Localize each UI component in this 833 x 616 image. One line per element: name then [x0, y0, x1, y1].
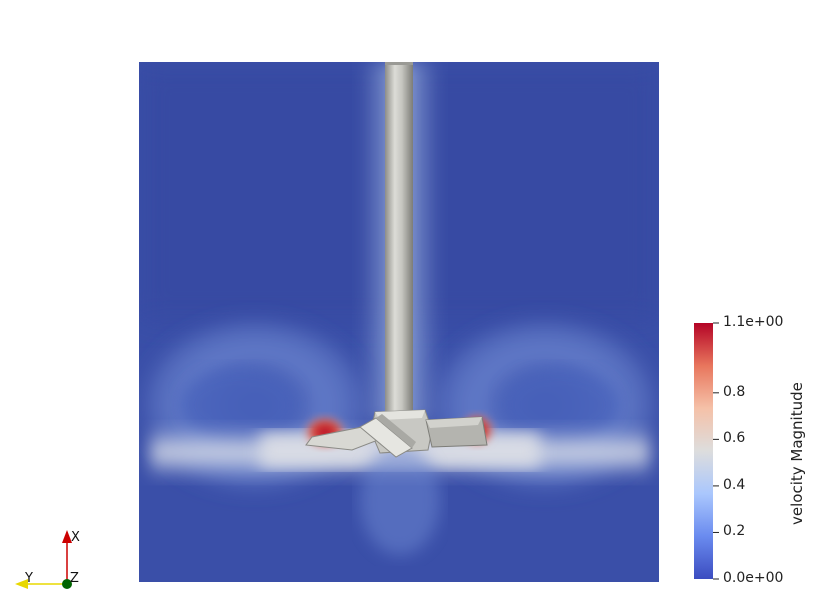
- z-axis-label: Z: [70, 571, 79, 586]
- colorbar-tick-label: 0.0e+00: [723, 570, 784, 586]
- x-axis-arrow: [62, 530, 72, 543]
- colorbar-tick-label: 0.6: [723, 430, 746, 447]
- colorbar-tick-label: 0.8: [723, 383, 746, 400]
- impeller: [305, 62, 488, 458]
- colorbar-ticks: [713, 322, 719, 580]
- colorbar-title: velocity Magnitude: [788, 382, 806, 525]
- colorbar-tick-label: 0.2: [723, 523, 746, 540]
- y-axis-label: Y: [24, 571, 33, 586]
- colorbar-scale: [694, 323, 713, 579]
- orientation-axes: X Y Z: [15, 530, 80, 589]
- z-axis-dot: [62, 579, 72, 589]
- impeller-shaft: [385, 62, 413, 417]
- x-axis-label: X: [71, 530, 80, 545]
- colorbar-tick-label: 0.4: [723, 476, 746, 493]
- colorbar-tick-label: 1.1e+00: [723, 314, 784, 330]
- colorbar: [694, 322, 719, 580]
- y-axis-arrow: [15, 579, 28, 589]
